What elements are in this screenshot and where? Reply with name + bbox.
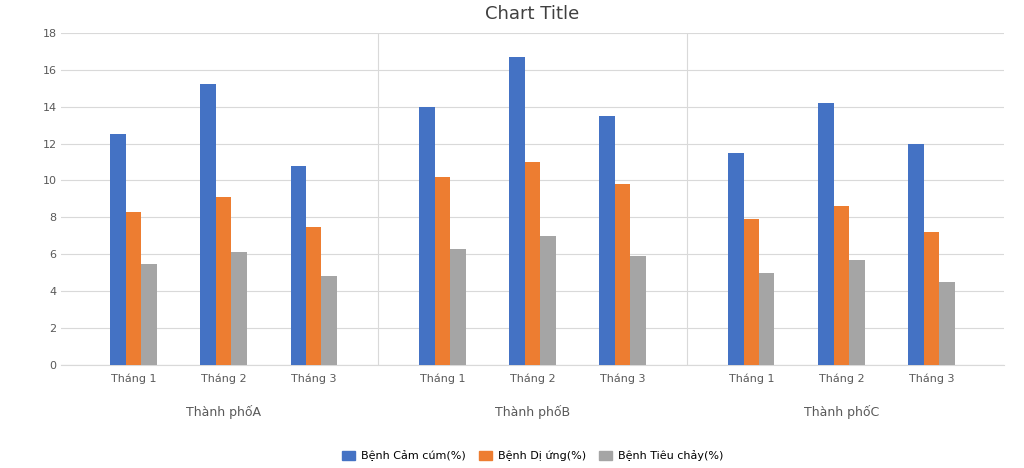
Bar (908, 144, 924, 365)
Title: Chart Title: Chart Title (485, 5, 580, 23)
Bar (541, 236, 556, 365)
Bar (509, 57, 524, 365)
Bar (834, 206, 849, 365)
Bar (599, 116, 614, 365)
Bar (728, 153, 743, 365)
Bar (818, 103, 834, 365)
Bar (216, 197, 231, 365)
Bar (306, 227, 322, 365)
Bar (631, 256, 646, 365)
Bar (759, 273, 774, 365)
Bar (849, 260, 864, 365)
Bar (111, 134, 126, 365)
Bar (322, 277, 337, 365)
Bar (924, 232, 939, 365)
Bar (201, 84, 216, 365)
Legend: Bệnh Cảm cúm(%), Bệnh Dị ứng(%), Bệnh Tiêu chảy(%): Bệnh Cảm cúm(%), Bệnh Dị ứng(%), Bệnh Ti… (337, 446, 728, 466)
Bar (419, 107, 434, 365)
Bar (524, 162, 541, 365)
Bar (434, 177, 451, 365)
Bar (743, 219, 759, 365)
Bar (126, 212, 141, 365)
Text: Thành phốB: Thành phốB (495, 405, 570, 419)
Bar (141, 263, 157, 365)
Bar (231, 252, 247, 365)
Text: Thành phốC: Thành phốC (804, 405, 879, 419)
Bar (451, 249, 466, 365)
Bar (614, 184, 631, 365)
Bar (939, 282, 954, 365)
Bar (291, 166, 306, 365)
Text: Thành phốA: Thành phốA (186, 405, 261, 419)
